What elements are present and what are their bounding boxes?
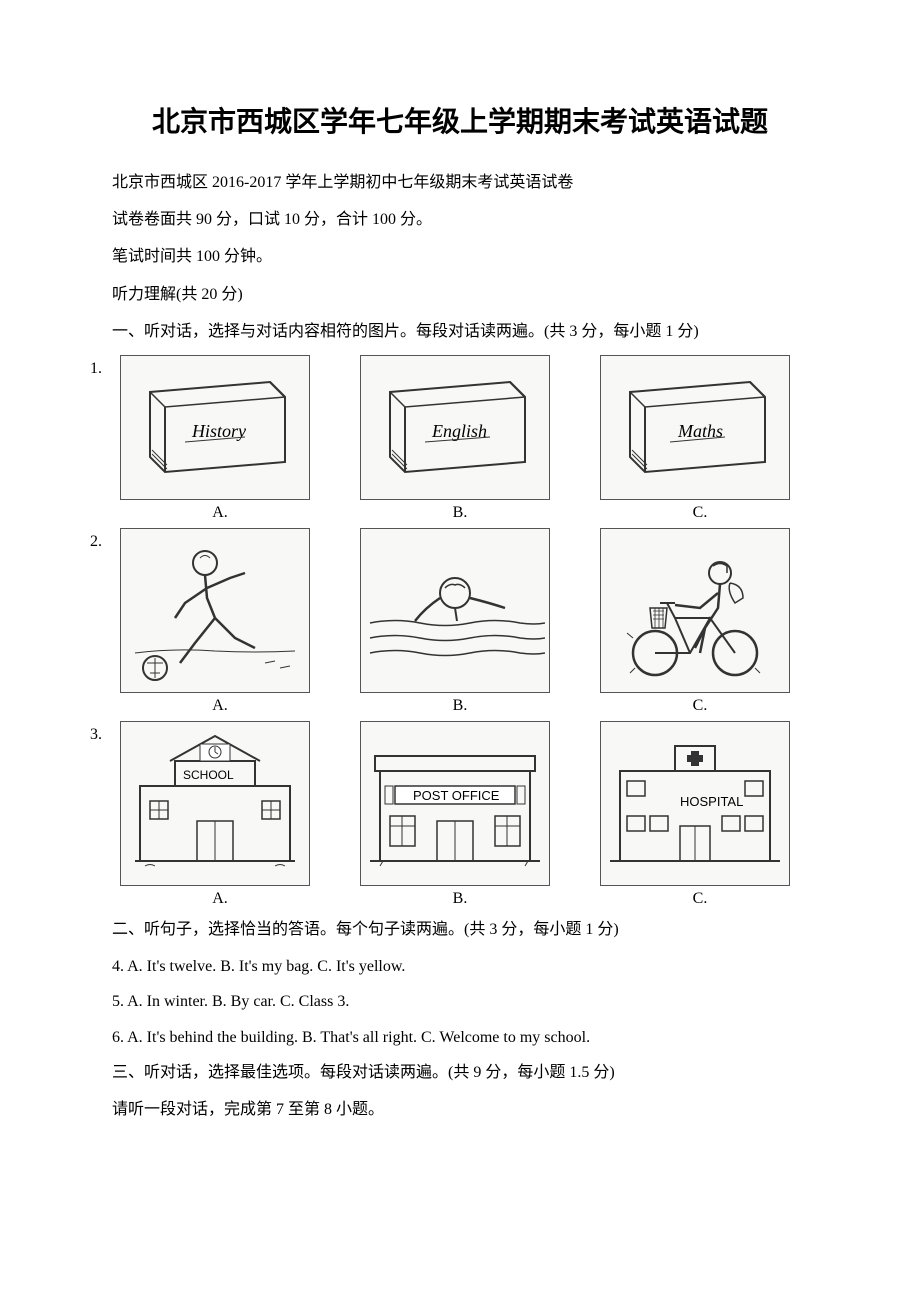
- building-label-postoffice: POST OFFICE: [413, 788, 500, 803]
- question-4: 4. A. It's twelve. B. It's my bag. C. It…: [80, 949, 840, 984]
- q2-option-b-image: [360, 528, 550, 693]
- q1-number: 1.: [90, 360, 102, 378]
- q3-option-c-label: C.: [600, 890, 800, 908]
- page-title: 北京市西城区学年七年级上学期期末考试英语试题: [80, 100, 840, 140]
- q1-option-a-label: A.: [120, 504, 320, 522]
- q3-number: 3.: [90, 726, 102, 744]
- section3-instruction: 三、听对话，选择最佳选项。每段对话读两遍。(共 9 分，每小题 1.5 分): [80, 1055, 840, 1090]
- q1-option-b-label: B.: [360, 504, 560, 522]
- header-line-2: 试卷卷面共 90 分，口试 10 分，合计 100 分。: [80, 202, 840, 237]
- question-2-row: 2. A.: [120, 528, 840, 715]
- question-1-row: 1. History A.: [120, 355, 840, 522]
- q2-number: 2.: [90, 533, 102, 551]
- q1-option-b-image: English: [360, 355, 550, 500]
- q2-option-a-image: [120, 528, 310, 693]
- q2-option-b-label: B.: [360, 697, 560, 715]
- q3-option-b-label: B.: [360, 890, 560, 908]
- q1-option-c-image: Maths: [600, 355, 790, 500]
- q3-option-c-image: HOSPITAL: [600, 721, 790, 886]
- header-line-3: 笔试时间共 100 分钟。: [80, 239, 840, 274]
- q1-option-a-image: History: [120, 355, 310, 500]
- q2-option-c-image: [600, 528, 790, 693]
- q3-option-b-image: POST OFFICE: [360, 721, 550, 886]
- question-3-row: 3. SCHOOL A.: [120, 721, 840, 908]
- header-line-4: 听力理解(共 20 分): [80, 277, 840, 312]
- section3-sub: 请听一段对话，完成第 7 至第 8 小题。: [80, 1092, 840, 1127]
- q1-option-c-label: C.: [600, 504, 800, 522]
- q3-option-a-image: SCHOOL: [120, 721, 310, 886]
- building-label-school: SCHOOL: [183, 768, 234, 782]
- section2-instruction: 二、听句子，选择恰当的答语。每个句子读两遍。(共 3 分，每小题 1 分): [80, 912, 840, 947]
- q3-option-a-label: A.: [120, 890, 320, 908]
- header-line-1: 北京市西城区 2016-2017 学年上学期初中七年级期末考试英语试卷: [80, 165, 840, 200]
- q2-option-c-label: C.: [600, 697, 800, 715]
- q2-option-a-label: A.: [120, 697, 320, 715]
- question-6: 6. A. It's behind the building. B. That'…: [80, 1020, 840, 1055]
- section1-instruction: 一、听对话，选择与对话内容相符的图片。每段对话读两遍。(共 3 分，每小题 1 …: [80, 314, 840, 349]
- question-5: 5. A. In winter. B. By car. C. Class 3.: [80, 984, 840, 1019]
- building-label-hospital: HOSPITAL: [680, 794, 743, 809]
